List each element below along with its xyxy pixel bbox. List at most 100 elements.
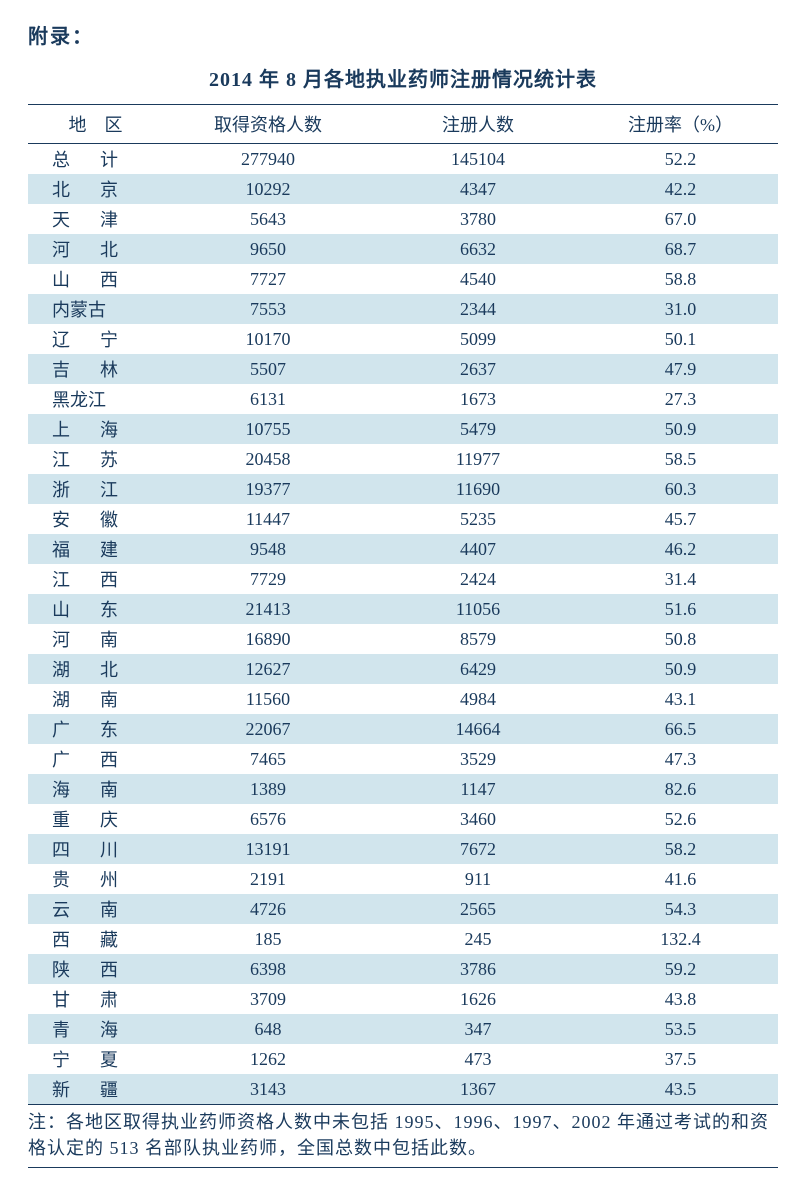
cell-rate: 60.3 [583, 474, 778, 504]
cell-qualified: 11447 [163, 504, 373, 534]
cell-qualified: 20458 [163, 444, 373, 474]
cell-region: 安 徽 [28, 504, 163, 534]
table-row: 浙 江193771169060.3 [28, 474, 778, 504]
cell-qualified: 3143 [163, 1074, 373, 1105]
cell-registered: 911 [373, 864, 583, 894]
table-row: 青 海64834753.5 [28, 1014, 778, 1044]
cell-qualified: 16890 [163, 624, 373, 654]
cell-rate: 52.6 [583, 804, 778, 834]
cell-qualified: 6398 [163, 954, 373, 984]
table-row: 西 藏185245132.4 [28, 924, 778, 954]
table-row: 安 徽11447523545.7 [28, 504, 778, 534]
table-row: 吉 林5507263747.9 [28, 354, 778, 384]
table-row: 湖 北12627642950.9 [28, 654, 778, 684]
cell-rate: 43.8 [583, 984, 778, 1014]
cell-region: 湖 南 [28, 684, 163, 714]
cell-rate: 50.8 [583, 624, 778, 654]
table-title: 2014 年 8 月各地执业药师注册情况统计表 [28, 63, 778, 92]
cell-region: 新 疆 [28, 1074, 163, 1105]
table-row: 湖 南11560498443.1 [28, 684, 778, 714]
cell-rate: 43.5 [583, 1074, 778, 1105]
table-row: 广 西7465352947.3 [28, 744, 778, 774]
cell-registered: 145104 [373, 144, 583, 175]
cell-registered: 5479 [373, 414, 583, 444]
cell-region: 河 北 [28, 234, 163, 264]
cell-region: 内蒙古 [28, 294, 163, 324]
cell-registered: 4407 [373, 534, 583, 564]
cell-rate: 53.5 [583, 1014, 778, 1044]
cell-rate: 52.2 [583, 144, 778, 175]
cell-qualified: 10755 [163, 414, 373, 444]
cell-qualified: 185 [163, 924, 373, 954]
cell-region: 湖 北 [28, 654, 163, 684]
cell-qualified: 277940 [163, 144, 373, 175]
cell-qualified: 2191 [163, 864, 373, 894]
cell-qualified: 22067 [163, 714, 373, 744]
table-row: 新 疆3143136743.5 [28, 1074, 778, 1105]
cell-qualified: 3709 [163, 984, 373, 1014]
col-header-registered: 注册人数 [373, 105, 583, 144]
cell-rate: 132.4 [583, 924, 778, 954]
cell-qualified: 9548 [163, 534, 373, 564]
table-row: 黑龙江6131167327.3 [28, 384, 778, 414]
cell-registered: 3780 [373, 204, 583, 234]
cell-qualified: 1389 [163, 774, 373, 804]
table-total-row: 总 计27794014510452.2 [28, 144, 778, 175]
cell-qualified: 13191 [163, 834, 373, 864]
cell-rate: 58.8 [583, 264, 778, 294]
table-row: 甘 肃3709162643.8 [28, 984, 778, 1014]
cell-region: 甘 肃 [28, 984, 163, 1014]
cell-rate: 50.1 [583, 324, 778, 354]
cell-region: 广 西 [28, 744, 163, 774]
table-row: 重 庆6576346052.6 [28, 804, 778, 834]
cell-region: 天 津 [28, 204, 163, 234]
table-row: 天 津5643378067.0 [28, 204, 778, 234]
cell-registered: 347 [373, 1014, 583, 1044]
cell-rate: 82.6 [583, 774, 778, 804]
col-header-region: 地 区 [28, 105, 163, 144]
cell-registered: 11056 [373, 594, 583, 624]
table-footnote: 注：各地区取得执业药师资格人数中未包括 1995、1996、1997、2002 … [28, 1109, 778, 1168]
cell-qualified: 648 [163, 1014, 373, 1044]
table-row: 陕 西6398378659.2 [28, 954, 778, 984]
cell-registered: 8579 [373, 624, 583, 654]
table-row: 辽 宁10170509950.1 [28, 324, 778, 354]
cell-region: 上 海 [28, 414, 163, 444]
cell-registered: 3529 [373, 744, 583, 774]
cell-qualified: 19377 [163, 474, 373, 504]
cell-rate: 67.0 [583, 204, 778, 234]
cell-registered: 2424 [373, 564, 583, 594]
table-row: 上 海10755547950.9 [28, 414, 778, 444]
cell-registered: 6632 [373, 234, 583, 264]
cell-registered: 4984 [373, 684, 583, 714]
cell-region: 陕 西 [28, 954, 163, 984]
cell-rate: 66.5 [583, 714, 778, 744]
cell-rate: 37.5 [583, 1044, 778, 1074]
cell-rate: 31.4 [583, 564, 778, 594]
cell-rate: 59.2 [583, 954, 778, 984]
cell-rate: 27.3 [583, 384, 778, 414]
cell-registered: 5099 [373, 324, 583, 354]
cell-qualified: 4726 [163, 894, 373, 924]
table-row: 四 川13191767258.2 [28, 834, 778, 864]
cell-region: 北 京 [28, 174, 163, 204]
cell-qualified: 7553 [163, 294, 373, 324]
cell-registered: 1673 [373, 384, 583, 414]
cell-registered: 4347 [373, 174, 583, 204]
table-row: 内蒙古7553234431.0 [28, 294, 778, 324]
stats-table: 地 区 取得资格人数 注册人数 注册率（%） 总 计27794014510452… [28, 104, 778, 1105]
cell-registered: 3786 [373, 954, 583, 984]
cell-registered: 1147 [373, 774, 583, 804]
table-row: 北 京10292434742.2 [28, 174, 778, 204]
cell-registered: 2637 [373, 354, 583, 384]
table-row: 宁 夏126247337.5 [28, 1044, 778, 1074]
cell-rate: 58.5 [583, 444, 778, 474]
table-header-row: 地 区 取得资格人数 注册人数 注册率（%） [28, 105, 778, 144]
cell-rate: 47.9 [583, 354, 778, 384]
cell-region: 广 东 [28, 714, 163, 744]
cell-registered: 1626 [373, 984, 583, 1014]
col-header-qualified: 取得资格人数 [163, 105, 373, 144]
table-row: 海 南1389114782.6 [28, 774, 778, 804]
cell-region: 辽 宁 [28, 324, 163, 354]
cell-registered: 3460 [373, 804, 583, 834]
